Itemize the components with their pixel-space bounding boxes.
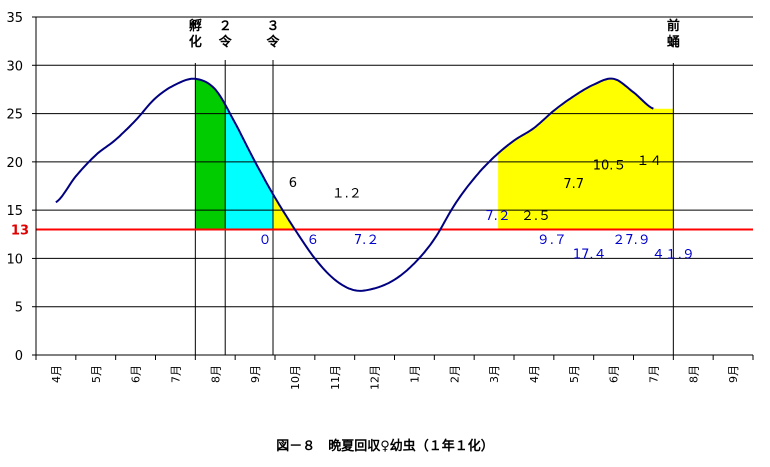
annotation-5: 7.２ xyxy=(485,209,510,224)
stage-label-3-0: 前 xyxy=(667,18,680,34)
fill-region-0 xyxy=(195,78,226,230)
x-tick-label-4: 8月 xyxy=(209,365,222,383)
x-tick-label-1: 5月 xyxy=(90,365,103,383)
x-tick-label-8: 12月 xyxy=(369,365,382,390)
annotation-1: １.２ xyxy=(332,187,362,202)
x-tick-label-2: 6月 xyxy=(130,365,143,383)
stage-marker-lines xyxy=(194,60,674,355)
axes xyxy=(32,16,754,360)
y-tick-label-15: 15 xyxy=(6,204,23,219)
y-tick-labels: 0 5 10 15 20 25 30 35 xyxy=(6,11,23,364)
annotation-6: ２.５ xyxy=(521,209,551,224)
fill-region-3 xyxy=(498,78,674,230)
stage-label-2-0: ３ xyxy=(267,19,280,34)
stage-label-0-0: 孵 xyxy=(189,18,202,34)
y-tick-label-0: 0 xyxy=(15,349,23,364)
x-tick-label-16: 8月 xyxy=(687,365,700,383)
annotation-13: ４１.９ xyxy=(652,247,695,262)
temperature-curve xyxy=(55,77,654,292)
annotation-4: 7.２ xyxy=(354,233,379,248)
annotation-3: ６ xyxy=(306,233,319,248)
figure-caption: 図－８ 晩夏回収♀幼虫（１年１化） xyxy=(276,438,494,454)
x-tick-label-5: 9月 xyxy=(249,365,262,383)
fill-region-1 xyxy=(225,104,273,230)
x-tick-label-14: 6月 xyxy=(608,365,621,383)
y-tick-label-25: 25 xyxy=(6,108,23,123)
y-tick-label-10: 10 xyxy=(6,252,23,267)
stage-label-1-0: ２ xyxy=(219,19,232,34)
x-tick-label-10: 2月 xyxy=(448,365,461,383)
x-tick-label-6: 10月 xyxy=(289,365,302,390)
x-tick-label-11: 3月 xyxy=(488,365,501,383)
x-tick-label-7: 11月 xyxy=(329,365,342,390)
stage-label-0-1: 化 xyxy=(189,34,202,50)
x-tick-labels: 4月 5月 6月 7月 8月 9月 10月 11月 12月 1月 2月 3月 4月 5月 6月 7月 8月 9月 xyxy=(50,365,740,390)
annotation-9: 17.４ xyxy=(573,247,607,262)
accumulation-fills xyxy=(195,78,674,230)
y-tick-label-35: 35 xyxy=(6,11,23,26)
x-tick-label-17: 9月 xyxy=(727,365,740,383)
annotation-10: 10.５ xyxy=(593,159,627,174)
stage-label-2-1: 令 xyxy=(267,34,281,50)
threshold-line: 13 xyxy=(11,223,753,238)
annotation-0: 6 xyxy=(289,176,297,191)
annotation-7: ９.７ xyxy=(537,233,567,248)
x-tick-label-0: 4月 xyxy=(50,365,63,383)
x-tick-label-3: 7月 xyxy=(169,365,182,383)
annotation-2: ０ xyxy=(259,233,272,248)
x-tick-label-12: 4月 xyxy=(528,365,541,383)
stage-label-3-1: 蛹 xyxy=(667,34,680,50)
stage-label-1-1: 令 xyxy=(219,34,233,50)
threshold-label: 13 xyxy=(11,223,29,238)
y-tick-label-20: 20 xyxy=(6,156,23,171)
annotation-11: ２7.９ xyxy=(612,233,650,248)
annotation-8: 7.7 xyxy=(563,177,584,192)
grid-lines xyxy=(36,16,753,308)
temperature-series xyxy=(55,77,654,292)
annotation-12: １４ xyxy=(636,154,662,169)
x-tick-label-15: 7月 xyxy=(647,365,660,383)
y-tick-label-30: 30 xyxy=(6,59,23,74)
fill-region-2 xyxy=(273,194,331,230)
annotations: 6 １.２ ０ ６ 7.２ 7.２ ２.５ ９.７ 7.7 17.４ 10.５ ２7.９ １４ ４１.９ xyxy=(259,154,695,263)
x-tick-label-9: 1月 xyxy=(408,365,421,383)
y-tick-label-5: 5 xyxy=(15,301,23,316)
x-tick-label-13: 5月 xyxy=(568,365,581,383)
